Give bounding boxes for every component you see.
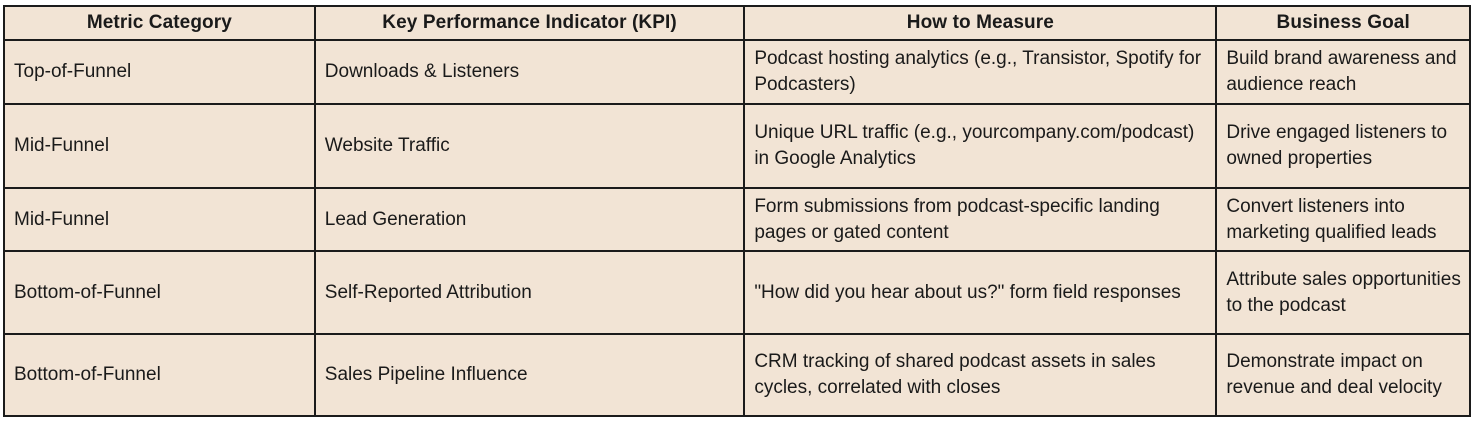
cell-business-goal: Demonstrate impact on revenue and deal v… — [1215, 333, 1471, 417]
header-cell-business-goal: Business Goal — [1215, 5, 1471, 41]
cell-business-goal: Attribute sales opportunities to the pod… — [1215, 250, 1471, 335]
cell-metric-category: Top-of-Funnel — [3, 39, 316, 105]
cell-kpi: Downloads & Listeners — [313, 39, 746, 105]
cell-metric-category: Bottom-of-Funnel — [3, 333, 316, 417]
header-cell-kpi: Key Performance Indicator (KPI) — [313, 5, 746, 41]
cell-how-to-measure: CRM tracking of shared podcast assets in… — [743, 333, 1218, 417]
kpi-table-container: Metric Category Key Performance Indicato… — [3, 5, 1471, 417]
cell-business-goal: Build brand awareness and audience reach — [1215, 39, 1471, 105]
table-row: Top-of-Funnel Downloads & Listeners Podc… — [3, 39, 1471, 105]
kpi-table: Metric Category Key Performance Indicato… — [3, 5, 1471, 417]
cell-metric-category: Bottom-of-Funnel — [3, 250, 316, 335]
cell-metric-category: Mid-Funnel — [3, 187, 316, 252]
header-cell-metric-category: Metric Category — [3, 5, 316, 41]
table-row: Mid-Funnel Website Traffic Unique URL tr… — [3, 103, 1471, 189]
cell-kpi: Self-Reported Attribution — [313, 250, 746, 335]
cell-kpi: Sales Pipeline Influence — [313, 333, 746, 417]
table-row: Mid-Funnel Lead Generation Form submissi… — [3, 187, 1471, 252]
cell-metric-category: Mid-Funnel — [3, 103, 316, 189]
cell-business-goal: Drive engaged listeners to owned propert… — [1215, 103, 1471, 189]
header-row: Metric Category Key Performance Indicato… — [3, 5, 1471, 41]
cell-kpi: Lead Generation — [313, 187, 746, 252]
cell-kpi: Website Traffic — [313, 103, 746, 189]
table-row: Bottom-of-Funnel Self-Reported Attributi… — [3, 250, 1471, 335]
cell-how-to-measure: Unique URL traffic (e.g., yourcompany.co… — [743, 103, 1218, 189]
header-cell-how-to-measure: How to Measure — [743, 5, 1218, 41]
cell-how-to-measure: Podcast hosting analytics (e.g., Transis… — [743, 39, 1218, 105]
table-row: Bottom-of-Funnel Sales Pipeline Influenc… — [3, 333, 1471, 417]
cell-business-goal: Convert listeners into marketing qualifi… — [1215, 187, 1471, 252]
cell-how-to-measure: Form submissions from podcast-specific l… — [743, 187, 1218, 252]
cell-how-to-measure: "How did you hear about us?" form field … — [743, 250, 1218, 335]
